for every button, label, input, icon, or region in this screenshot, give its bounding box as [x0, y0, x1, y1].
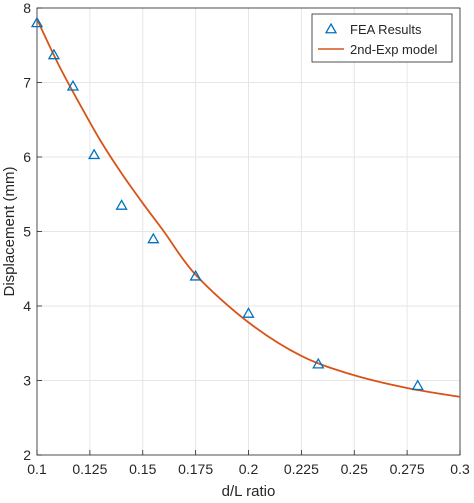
fea-data-point [115, 199, 128, 210]
fea-data-point [411, 379, 424, 391]
series-layer [30, 16, 461, 398]
x-tick-label: 0.25 [341, 461, 368, 477]
fea-data-point [47, 48, 61, 60]
grid [36, 7, 461, 456]
ticks: 0.1 0.125 0.15 0.175 0.2 0.225 0.25 0.275 0.3 2 3 4… [23, 0, 470, 477]
y-tick-label: 4 [23, 298, 31, 314]
legend-label-fea-results: FEA Results [350, 22, 422, 37]
x-tick-label: 0.2 [239, 461, 259, 477]
fea-data-point [66, 79, 80, 91]
legend-label-exp-model: 2nd-Exp model [350, 42, 438, 57]
x-tick-label: 0.1 [27, 461, 47, 477]
y-tick-label: 2 [23, 447, 31, 463]
series-line-exp-model [36, 18, 461, 398]
legend-marker-fea-results [324, 22, 338, 34]
x-tick-label: 0.3 [450, 461, 470, 477]
x-tick-label: 0.275 [390, 461, 425, 477]
x-tick-label: 0.175 [178, 461, 213, 477]
x-axis-label: d/L ratio [222, 483, 276, 500]
legend-box [311, 13, 453, 63]
fea-data-point [312, 357, 325, 369]
x-tick-label: 0.225 [284, 461, 319, 477]
fea-data-point [147, 232, 160, 244]
y-tick-label: 7 [23, 75, 31, 91]
y-tick-label: 3 [23, 373, 31, 389]
x-tick-label: 0.125 [72, 461, 107, 477]
fea-data-point [242, 307, 255, 318]
legend: FEA Results 2nd-Exp model [311, 13, 453, 63]
y-tick-label: 8 [23, 0, 31, 16]
fea-data-point [87, 148, 101, 160]
x-tick-label: 0.15 [129, 461, 156, 477]
fea-data-point [30, 16, 44, 28]
y-tick-label: 5 [23, 224, 31, 240]
y-axis-label: Displacement (mm) [1, 166, 18, 296]
fea-data-point [189, 269, 202, 281]
y-tick-label: 6 [23, 149, 31, 165]
